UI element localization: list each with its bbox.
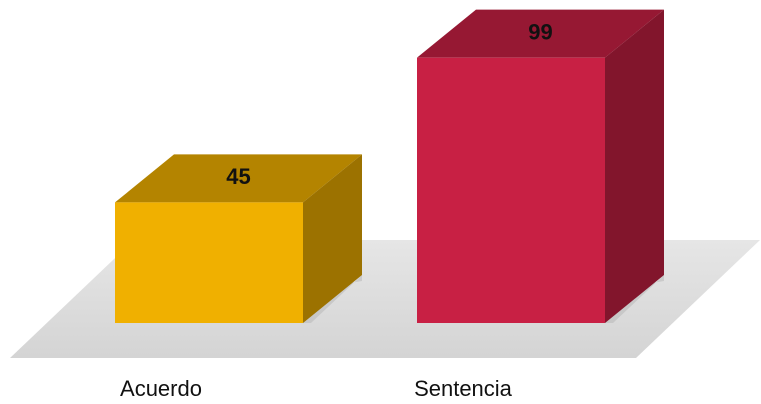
bar xyxy=(417,57,605,324)
bar xyxy=(115,202,303,323)
bar-top xyxy=(115,154,362,203)
x-tick-label: Acuerdo xyxy=(120,376,202,401)
bar-side xyxy=(605,9,664,324)
x-tick-label: Sentencia xyxy=(414,376,513,401)
bar-side xyxy=(303,154,362,323)
value-label: 99 xyxy=(528,19,552,44)
bar-top xyxy=(417,9,664,58)
value-label: 45 xyxy=(226,164,250,189)
